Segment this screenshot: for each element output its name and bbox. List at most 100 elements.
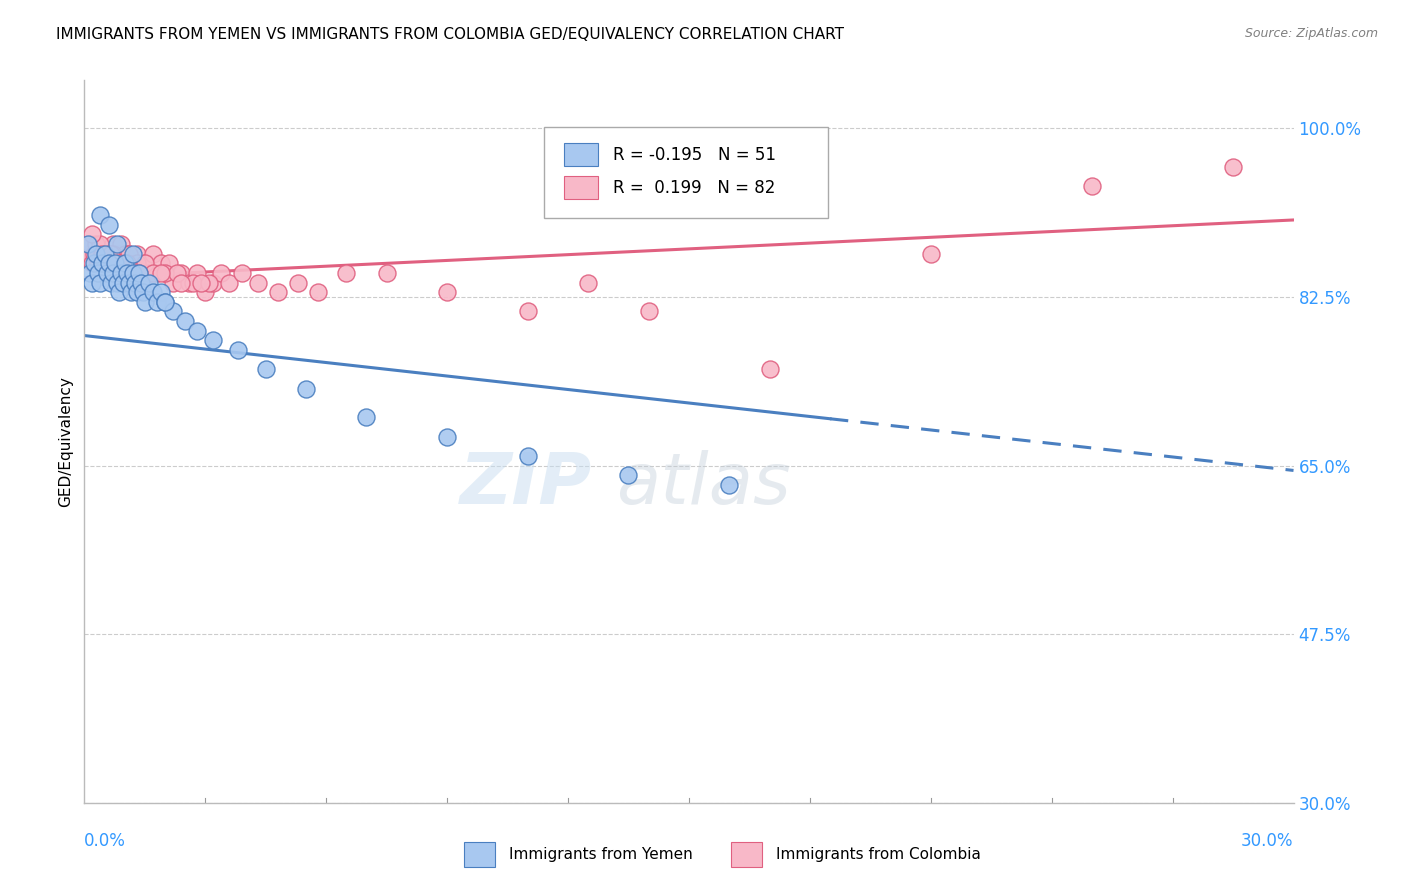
Point: [79, 266, 101, 280]
Text: Immigrants from Yemen: Immigrants from Yemen: [509, 847, 693, 862]
Point: [115, 266, 138, 280]
Point: [134, 256, 156, 270]
Point: [97, 246, 120, 260]
Point: [114, 246, 136, 260]
Point: [194, 285, 217, 300]
Point: [89, 237, 111, 252]
Point: [153, 294, 176, 309]
Point: [97, 218, 120, 232]
Point: [121, 266, 143, 280]
Point: [179, 276, 201, 290]
Point: [83, 246, 105, 260]
Point: [218, 276, 240, 290]
Point: [335, 266, 357, 280]
Point: [142, 285, 165, 300]
Text: IMMIGRANTS FROM YEMEN VS IMMIGRANTS FROM COLOMBIA GED/EQUIVALENCY CORRELATION CH: IMMIGRANTS FROM YEMEN VS IMMIGRANTS FROM…: [56, 27, 844, 42]
Point: [93, 246, 115, 260]
Text: 30.0%: 30.0%: [1241, 831, 1294, 850]
Point: [93, 246, 115, 260]
Point: [375, 266, 398, 280]
Point: [121, 246, 143, 260]
Point: [115, 256, 138, 270]
Point: [82, 276, 104, 290]
Point: [91, 256, 114, 270]
Point: [134, 294, 156, 309]
Point: [114, 266, 136, 280]
Point: [125, 246, 148, 260]
Point: [295, 382, 318, 396]
Text: R = -0.195   N = 51: R = -0.195 N = 51: [613, 145, 776, 164]
Point: [120, 285, 142, 300]
Text: Source: ZipAtlas.com: Source: ZipAtlas.com: [1244, 27, 1378, 40]
Point: [114, 256, 136, 270]
Point: [138, 266, 160, 280]
Point: [118, 276, 141, 290]
Point: [107, 256, 129, 270]
Point: [134, 256, 156, 270]
Point: [87, 256, 110, 270]
Point: [186, 266, 208, 280]
Point: [104, 256, 127, 270]
Point: [920, 246, 942, 260]
Point: [516, 449, 538, 463]
Point: [132, 285, 155, 300]
Point: [174, 314, 197, 328]
Point: [149, 256, 172, 270]
Point: [111, 256, 134, 270]
Text: Immigrants from Colombia: Immigrants from Colombia: [776, 847, 981, 862]
Point: [100, 276, 122, 290]
Point: [153, 266, 176, 280]
Point: [82, 256, 104, 270]
Point: [77, 237, 100, 252]
Point: [121, 266, 143, 280]
Point: [121, 266, 143, 280]
Point: [124, 256, 146, 270]
Point: [89, 276, 111, 290]
Text: ZIP: ZIP: [460, 450, 592, 519]
Point: [142, 266, 165, 280]
Point: [198, 276, 221, 290]
Point: [100, 246, 122, 260]
Point: [101, 266, 124, 280]
Point: [162, 304, 184, 318]
Point: [128, 266, 150, 280]
Point: [758, 362, 780, 376]
Point: [129, 266, 152, 280]
Point: [101, 246, 124, 260]
Point: [83, 256, 105, 270]
Point: [105, 246, 128, 260]
Point: [111, 276, 134, 290]
Point: [107, 256, 129, 270]
Point: [97, 246, 120, 260]
Point: [181, 276, 204, 290]
Point: [166, 266, 188, 280]
Point: [107, 285, 129, 300]
Point: [124, 276, 146, 290]
Text: atlas: atlas: [616, 450, 792, 519]
Point: [287, 276, 309, 290]
Point: [96, 256, 118, 270]
Point: [86, 246, 108, 260]
Point: [100, 256, 122, 270]
Point: [209, 266, 232, 280]
Point: [118, 246, 141, 260]
Point: [254, 362, 277, 376]
Point: [436, 430, 458, 444]
Text: R =  0.199   N = 82: R = 0.199 N = 82: [613, 179, 775, 197]
Point: [146, 266, 169, 280]
Bar: [564, 143, 599, 166]
Point: [104, 256, 127, 270]
Point: [129, 276, 152, 290]
Point: [87, 266, 110, 280]
Point: [190, 276, 212, 290]
Point: [356, 410, 378, 425]
Point: [77, 246, 100, 260]
Point: [576, 276, 599, 290]
Point: [226, 343, 249, 357]
Point: [86, 237, 108, 252]
Point: [79, 237, 101, 252]
Point: [110, 256, 132, 270]
Bar: [564, 177, 599, 200]
Point: [118, 246, 141, 260]
Y-axis label: GED/Equivalency: GED/Equivalency: [58, 376, 73, 507]
